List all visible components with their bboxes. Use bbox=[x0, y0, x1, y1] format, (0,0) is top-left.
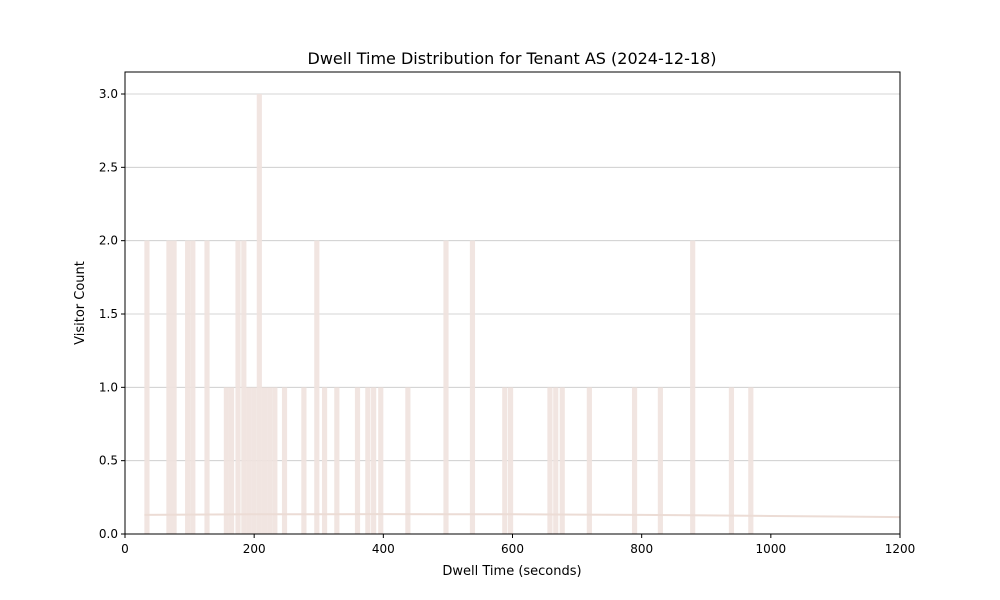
bars-layer bbox=[144, 94, 754, 534]
histogram-bar bbox=[235, 240, 241, 534]
histogram-bar bbox=[469, 240, 476, 534]
histogram-bar bbox=[223, 387, 229, 534]
histogram-bar bbox=[281, 387, 288, 534]
x-tick-label: 600 bbox=[501, 542, 524, 556]
histogram-bar bbox=[502, 387, 508, 534]
histogram-bar bbox=[144, 240, 150, 534]
histogram-bar bbox=[204, 240, 210, 534]
x-axis-ticks: 0 200 400 600 800 1000 1200 bbox=[121, 534, 915, 556]
x-tick-label: 1200 bbox=[885, 542, 916, 556]
histogram-bar bbox=[301, 387, 307, 534]
histogram-bar bbox=[748, 387, 754, 534]
histogram-bar bbox=[553, 387, 559, 534]
histogram-bar bbox=[267, 387, 273, 534]
x-tick-label: 800 bbox=[630, 542, 653, 556]
y-axis-ticks: 0.0 0.5 1.0 1.5 2.0 2.5 3.0 bbox=[99, 87, 125, 541]
y-tick-label: 1.0 bbox=[99, 380, 118, 394]
histogram-bar bbox=[321, 387, 328, 534]
histogram-bar bbox=[246, 387, 252, 534]
histogram-bar bbox=[365, 387, 371, 534]
x-tick-label: 1000 bbox=[756, 542, 787, 556]
histogram-bar bbox=[261, 387, 268, 534]
histogram-bar bbox=[171, 240, 177, 534]
histogram-bar bbox=[228, 387, 235, 534]
y-tick-label: 0.0 bbox=[99, 527, 118, 541]
y-tick-label: 3.0 bbox=[99, 87, 118, 101]
x-axis-label: Dwell Time (seconds) bbox=[442, 564, 581, 579]
x-tick-label: 400 bbox=[372, 542, 395, 556]
histogram-bar bbox=[405, 387, 411, 534]
histogram-bar bbox=[443, 240, 449, 534]
histogram-bar bbox=[631, 387, 638, 534]
histogram-bar bbox=[256, 94, 262, 534]
x-tick-label: 200 bbox=[243, 542, 266, 556]
y-tick-label: 2.0 bbox=[99, 234, 118, 248]
histogram-bar bbox=[728, 387, 735, 534]
histogram-bar bbox=[586, 387, 592, 534]
histogram-bar bbox=[185, 240, 191, 534]
y-tick-label: 0.5 bbox=[99, 454, 118, 468]
histogram-bar bbox=[190, 240, 196, 534]
histogram-bar bbox=[690, 240, 696, 534]
histogram-bar bbox=[251, 387, 257, 534]
histogram-bar bbox=[314, 240, 320, 534]
histogram-bar bbox=[334, 387, 340, 534]
density-curve bbox=[144, 513, 901, 519]
histogram-bar bbox=[507, 387, 514, 534]
histogram-bar bbox=[354, 387, 361, 534]
x-tick-label: 0 bbox=[121, 542, 129, 556]
histogram-bar bbox=[657, 387, 663, 534]
histogram-bar bbox=[378, 387, 384, 534]
chart-title: Dwell Time Distribution for Tenant AS (2… bbox=[308, 49, 717, 68]
histogram-bar bbox=[371, 387, 377, 534]
y-tick-label: 2.5 bbox=[99, 160, 118, 174]
histogram-bar bbox=[166, 240, 172, 534]
y-axis-label: Visitor Count bbox=[73, 261, 88, 345]
histogram-bar bbox=[241, 240, 247, 534]
histogram-bar bbox=[547, 387, 553, 534]
y-tick-label: 1.5 bbox=[99, 307, 118, 321]
histogram-bar bbox=[559, 387, 565, 534]
histogram-bar bbox=[272, 387, 278, 534]
